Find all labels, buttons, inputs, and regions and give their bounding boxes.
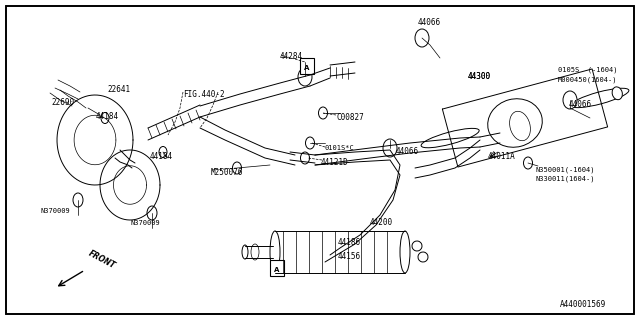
Ellipse shape bbox=[563, 91, 577, 109]
Text: 44300: 44300 bbox=[468, 72, 491, 81]
Text: 44066: 44066 bbox=[396, 147, 419, 156]
Text: 22641: 22641 bbox=[107, 85, 130, 94]
Text: 44184: 44184 bbox=[96, 112, 119, 121]
Text: M250076: M250076 bbox=[211, 168, 243, 177]
Ellipse shape bbox=[251, 244, 259, 260]
Text: M000450(1604-): M000450(1604-) bbox=[558, 76, 618, 83]
Text: 44066: 44066 bbox=[569, 100, 592, 109]
Text: N350001(-1604): N350001(-1604) bbox=[535, 166, 595, 172]
Text: A440001569: A440001569 bbox=[560, 300, 606, 309]
Text: 44121D: 44121D bbox=[321, 158, 349, 167]
Text: 44284: 44284 bbox=[280, 52, 303, 61]
Ellipse shape bbox=[418, 252, 428, 262]
Ellipse shape bbox=[524, 157, 532, 169]
Ellipse shape bbox=[305, 137, 314, 149]
Text: N370009: N370009 bbox=[40, 208, 70, 214]
Text: A: A bbox=[275, 267, 280, 273]
Text: N370009: N370009 bbox=[130, 220, 160, 226]
Text: 44156: 44156 bbox=[338, 252, 361, 261]
Ellipse shape bbox=[421, 128, 479, 148]
Ellipse shape bbox=[571, 88, 629, 108]
Text: 44184: 44184 bbox=[150, 152, 173, 161]
Ellipse shape bbox=[147, 206, 157, 220]
Ellipse shape bbox=[242, 245, 248, 259]
Ellipse shape bbox=[412, 241, 422, 251]
Bar bbox=[270, 260, 284, 276]
Ellipse shape bbox=[298, 68, 312, 86]
Ellipse shape bbox=[232, 162, 241, 174]
Text: N330011(1604-): N330011(1604-) bbox=[535, 175, 595, 181]
Text: 22690: 22690 bbox=[51, 98, 74, 107]
Ellipse shape bbox=[73, 193, 83, 207]
Ellipse shape bbox=[400, 231, 410, 273]
Text: FRONT: FRONT bbox=[87, 248, 117, 270]
Text: 44300: 44300 bbox=[468, 72, 491, 81]
Ellipse shape bbox=[383, 139, 397, 157]
Text: 44186: 44186 bbox=[338, 238, 361, 247]
Text: A: A bbox=[304, 65, 310, 71]
Ellipse shape bbox=[415, 29, 429, 47]
Text: FIG.440-2: FIG.440-2 bbox=[183, 90, 225, 99]
Text: 44066: 44066 bbox=[418, 18, 441, 27]
Text: 0105S  (-1604): 0105S (-1604) bbox=[558, 66, 618, 73]
Text: 44011A: 44011A bbox=[488, 152, 516, 161]
Ellipse shape bbox=[488, 99, 542, 147]
Ellipse shape bbox=[101, 113, 109, 124]
Text: 44200: 44200 bbox=[370, 218, 393, 227]
Text: 0101S*C: 0101S*C bbox=[324, 145, 354, 151]
Ellipse shape bbox=[159, 147, 167, 157]
Ellipse shape bbox=[319, 107, 328, 119]
Bar bbox=[300, 58, 314, 74]
Ellipse shape bbox=[509, 111, 531, 141]
Text: C00827: C00827 bbox=[336, 113, 364, 122]
Ellipse shape bbox=[270, 231, 280, 273]
Ellipse shape bbox=[301, 152, 310, 164]
Ellipse shape bbox=[612, 87, 622, 100]
